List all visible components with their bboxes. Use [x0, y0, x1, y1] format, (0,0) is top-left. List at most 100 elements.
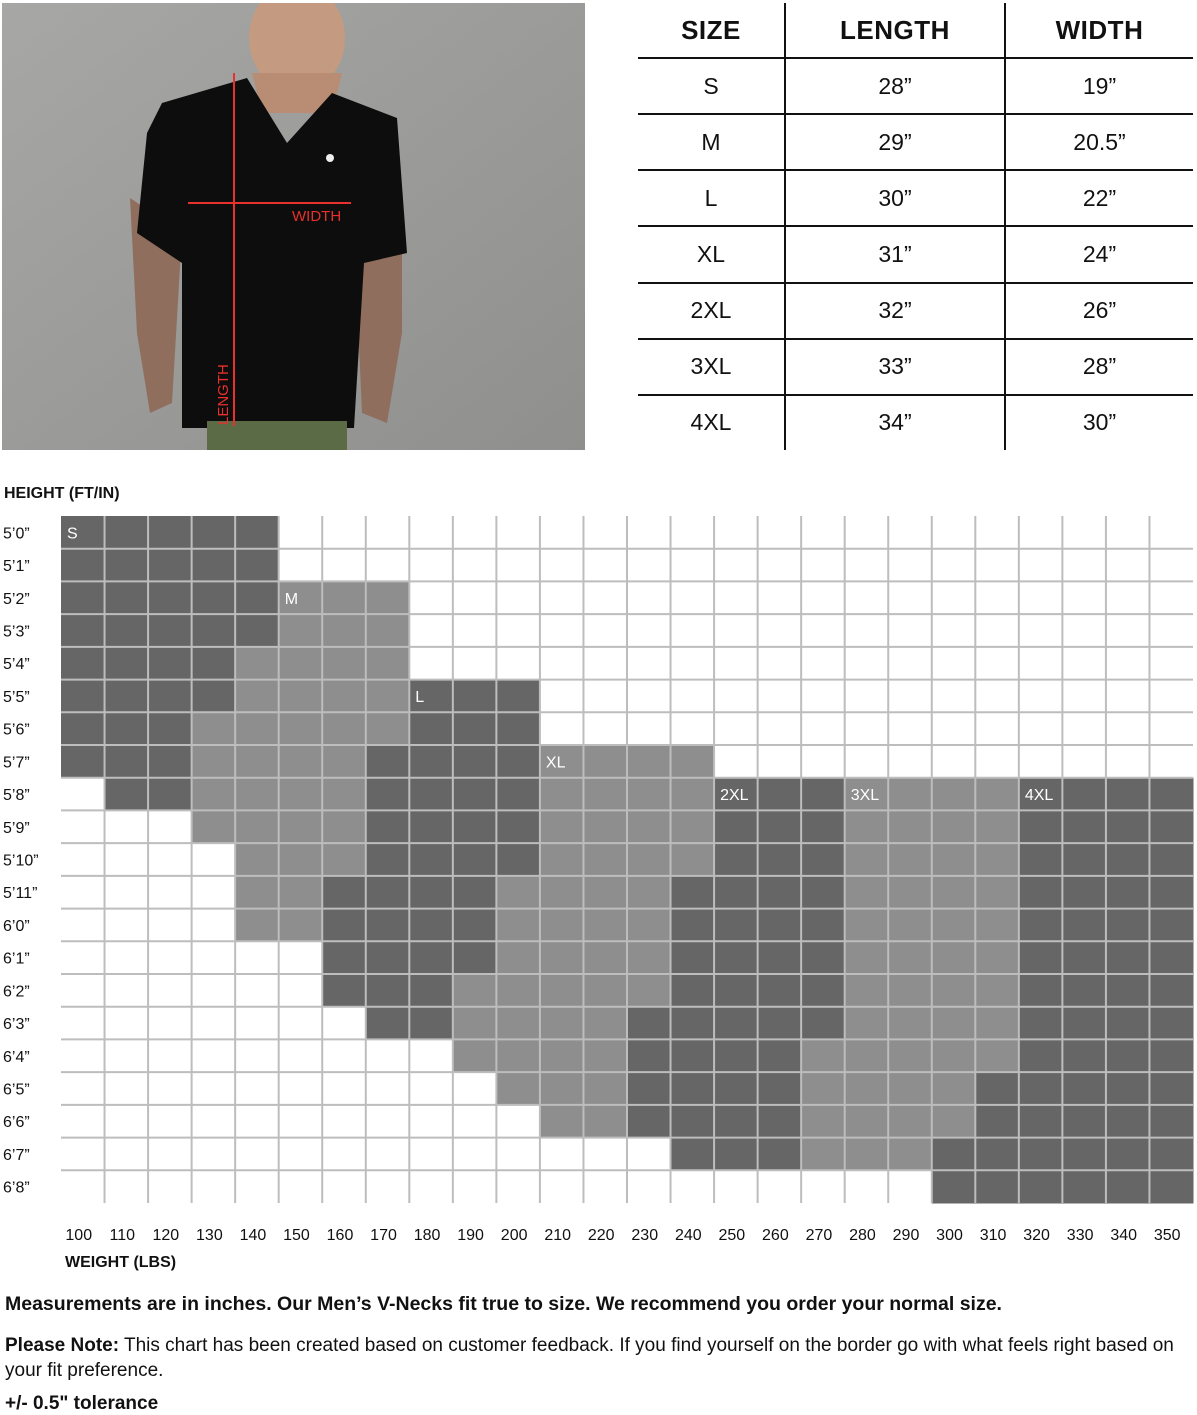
cell-4XL: [1105, 974, 1150, 1008]
cell-L: [409, 745, 454, 779]
cell-S: [104, 712, 149, 746]
cell-4XL: [1018, 974, 1063, 1008]
weight-tick-label: 260: [762, 1227, 789, 1244]
cell-M: [322, 777, 367, 811]
cell-4XL: [1105, 1104, 1150, 1139]
length-label: LENGTH: [215, 364, 232, 425]
cell-M: [365, 679, 410, 713]
cell-2XL: [670, 875, 715, 910]
cell-4XL: [1105, 1006, 1150, 1040]
cell-XL: [583, 1072, 628, 1106]
cell-4XL: [1149, 1006, 1194, 1040]
cell-S: [61, 712, 106, 746]
weight-tick-label: 340: [1110, 1227, 1137, 1244]
cell-L: [452, 875, 497, 910]
cell-4XL: [1149, 875, 1194, 910]
cell-S: [61, 679, 106, 713]
weight-tick-label: 310: [980, 1227, 1007, 1244]
cell-4XL: [1018, 810, 1063, 844]
please-note-label: Please Note:: [5, 1335, 120, 1356]
weight-tick-label: 200: [501, 1227, 528, 1244]
weight-tick-label: 250: [718, 1227, 745, 1244]
cell-S: [104, 745, 149, 779]
cell-M: [191, 777, 236, 811]
cell-3XL: [844, 908, 889, 942]
cell-4XL: [1105, 941, 1150, 975]
cell-4XL: [1149, 1104, 1194, 1139]
cell-L: [409, 679, 454, 713]
cell-4XL: [1149, 974, 1194, 1008]
cell-3XL: [931, 1104, 976, 1139]
tolerance-note: +/- 0.5" tolerance: [5, 1393, 159, 1414]
cell-S: [104, 614, 149, 648]
cell-M: [278, 614, 323, 648]
height-tick-label: 5’11”: [3, 885, 37, 902]
size-cell: 3XL: [638, 338, 786, 396]
cell-3XL: [844, 875, 889, 910]
cell-3XL: [931, 1072, 976, 1106]
height-tick-label: 6’1”: [3, 951, 30, 968]
cell-2XL: [801, 941, 846, 975]
cell-2XL: [714, 843, 759, 877]
cell-2XL: [670, 1039, 715, 1073]
cell-3XL: [888, 1104, 933, 1139]
cell-M: [322, 614, 367, 648]
width-cell: 28”: [1005, 338, 1193, 396]
cell-M: [365, 712, 410, 746]
cell-2XL: [670, 941, 715, 975]
cell-4XL: [975, 1137, 1020, 1171]
height-tick-label: 5’7”: [3, 754, 30, 771]
weight-tick-label: 110: [110, 1227, 136, 1244]
weight-tick-label: 150: [283, 1227, 310, 1244]
cell-S: [191, 516, 236, 550]
cell-S: [235, 548, 280, 582]
cell-L: [452, 712, 497, 746]
cell-L: [409, 1006, 454, 1040]
cell-2XL: [801, 875, 846, 910]
height-tick-label: 5’8”: [3, 787, 30, 804]
cell-3XL: [888, 941, 933, 975]
cell-2XL: [714, 1137, 759, 1171]
cell-M: [278, 712, 323, 746]
width-cell: 30”: [1082, 409, 1117, 436]
cell-3XL: [888, 1137, 933, 1171]
cell-XL: [539, 1039, 584, 1073]
cell-L: [409, 875, 454, 910]
cell-3XL: [975, 1006, 1020, 1040]
height-tick-label: 6’6”: [3, 1114, 30, 1131]
cell-XL: [583, 1104, 628, 1139]
cell-2XL: [670, 1104, 715, 1139]
cell-3XL: [975, 974, 1020, 1008]
cell-3XL: [931, 1006, 976, 1040]
size-heatmap: S M L XL 2XL 3XL 4XL 5’0” 5’1” 5’2” 5’3” 5’4” 5’5” 5’…: [3, 516, 1194, 1244]
cell-M: [235, 777, 280, 811]
cell-XL: [496, 908, 541, 942]
height-tick-label: 5’1”: [3, 558, 30, 575]
cell-XL: [583, 974, 628, 1008]
cell-S: [148, 646, 193, 681]
cell-3XL: [931, 875, 976, 910]
cell-XL: [452, 1039, 497, 1073]
cell-4XL: [1105, 875, 1150, 910]
cell-3XL: [888, 843, 933, 877]
table-row: 2XL 32” 26”: [638, 282, 1193, 340]
cell-M: [278, 777, 323, 811]
cell-3XL: [975, 777, 1020, 811]
cell-M: [235, 712, 280, 746]
cell-XL: [627, 941, 672, 975]
cell-M: [235, 810, 280, 844]
cell-L: [365, 974, 410, 1008]
cell-XL: [452, 974, 497, 1008]
cell-S: [235, 516, 280, 550]
cell-XL: [539, 974, 584, 1008]
size-label-S: S: [67, 525, 78, 542]
cell-L: [452, 941, 497, 975]
cell-XL: [496, 941, 541, 975]
height-tick-label: 5’6”: [3, 722, 30, 739]
cell-2XL: [714, 941, 759, 975]
cell-2XL: [670, 1006, 715, 1040]
cell-XL: [627, 745, 672, 779]
cell-3XL: [844, 777, 889, 811]
weight-tick-label: 120: [152, 1227, 179, 1244]
cell-2XL: [757, 810, 802, 844]
